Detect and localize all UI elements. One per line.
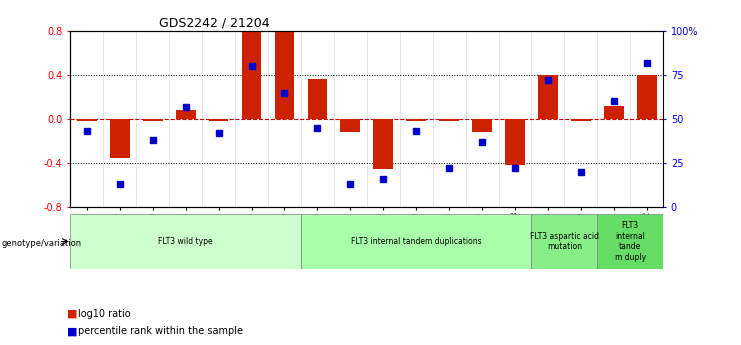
Text: ■: ■: [67, 309, 77, 319]
Bar: [571, 119, 591, 121]
Text: FLT3 aspartic acid
mutation: FLT3 aspartic acid mutation: [530, 232, 599, 251]
Bar: [472, 119, 492, 132]
Text: FLT3 wild type: FLT3 wild type: [159, 237, 213, 246]
Text: genotype/variation: genotype/variation: [1, 239, 82, 248]
Bar: [340, 119, 360, 132]
Bar: [70, 214, 301, 269]
Bar: [209, 119, 228, 121]
Text: FLT3 internal tandem duplications: FLT3 internal tandem duplications: [351, 237, 482, 246]
Text: ■: ■: [67, 326, 77, 336]
Bar: [176, 110, 196, 119]
Bar: [301, 214, 531, 269]
Bar: [77, 119, 97, 121]
Bar: [604, 106, 624, 119]
Bar: [373, 119, 393, 168]
Bar: [538, 75, 558, 119]
Text: FLT3
internal
tande
m duply: FLT3 internal tande m duply: [615, 221, 646, 262]
Bar: [242, 32, 262, 119]
Bar: [637, 75, 657, 119]
Bar: [597, 214, 663, 269]
Bar: [406, 119, 426, 121]
Bar: [110, 119, 130, 158]
Text: log10 ratio: log10 ratio: [78, 309, 130, 319]
Text: percentile rank within the sample: percentile rank within the sample: [78, 326, 243, 336]
Bar: [505, 119, 525, 165]
Bar: [439, 119, 459, 121]
Bar: [531, 214, 597, 269]
Text: GDS2242 / 21204: GDS2242 / 21204: [159, 17, 270, 30]
Bar: [275, 32, 294, 119]
Bar: [308, 79, 328, 119]
Bar: [143, 119, 162, 121]
